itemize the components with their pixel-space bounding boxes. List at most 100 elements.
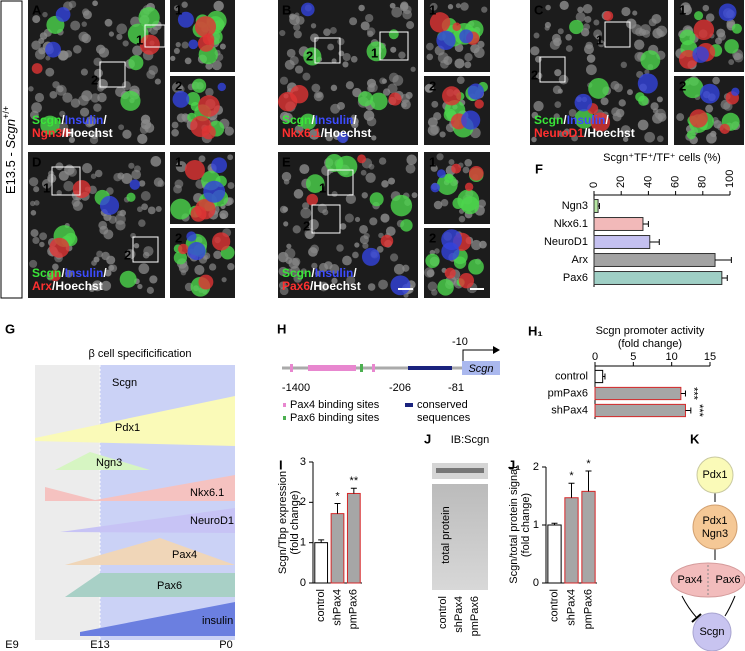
cell: [191, 78, 207, 93]
nucleus: [98, 47, 110, 58]
cell: [55, 7, 71, 22]
nucleus: [558, 74, 569, 85]
cell: [388, 29, 399, 40]
stain-label: Ngn3/Hoechst: [32, 126, 113, 140]
nucleus: [585, 64, 597, 76]
nucleus: [360, 169, 367, 176]
nucleus: [342, 61, 349, 68]
cell: [468, 165, 484, 181]
nucleus: [732, 52, 741, 61]
stain: /: [311, 266, 315, 280]
cell: [173, 251, 188, 265]
nucleus: [149, 275, 158, 284]
nucleus: [97, 92, 107, 103]
nucleus: [294, 65, 304, 74]
nucleus: [559, 0, 569, 10]
nucleus: [460, 2, 469, 11]
panel-letter: B: [282, 2, 291, 17]
error-bar: [350, 487, 357, 494]
cell: [190, 115, 212, 137]
nucleus: [380, 213, 390, 223]
nucleus: [52, 263, 59, 271]
nucleus: [644, 69, 650, 75]
nucleus: [401, 102, 407, 108]
nucleus: [31, 40, 41, 50]
bar: [593, 235, 651, 249]
gene-label: Scgn: [468, 363, 493, 375]
gene-label: Pax4: [172, 549, 197, 561]
gene: Scgn: [3, 119, 18, 149]
cell: [451, 163, 462, 174]
nucleus: [29, 177, 39, 187]
nucleus: [137, 206, 143, 213]
cell: [588, 78, 610, 99]
nucleus: [595, 34, 601, 40]
cell: [72, 180, 91, 199]
arrowhead: [493, 346, 500, 354]
nucleus: [55, 162, 64, 171]
cell: [45, 41, 61, 58]
cell: [574, 93, 593, 112]
nucleus: [121, 81, 131, 91]
nucleus: [464, 61, 472, 69]
nucleus: [600, 97, 609, 106]
cell: [474, 99, 484, 109]
cell: [197, 35, 215, 52]
nucleus: [554, 101, 562, 108]
y-axis-label: Scgn/Tbp expression: [277, 471, 289, 574]
significance: ***: [688, 387, 700, 401]
stain: /: [563, 113, 567, 127]
nucleus: [138, 219, 146, 227]
nucleus: [146, 286, 154, 294]
nucleus: [133, 242, 140, 249]
gene-label: NeuroD1: [190, 515, 234, 527]
nucleus: [447, 4, 454, 10]
nucleus: [282, 112, 293, 123]
cell: [390, 194, 413, 217]
nucleus: [530, 46, 540, 56]
cell: [461, 110, 481, 130]
nucleus: [300, 207, 312, 219]
cell: [198, 274, 214, 290]
roi-box: [311, 204, 341, 234]
nucleus: [376, 246, 384, 253]
nucleus: [147, 206, 156, 215]
nucleus: [92, 0, 98, 7]
category-label: pmPax6: [548, 387, 588, 399]
nucleus: [327, 43, 335, 51]
cell: [457, 189, 480, 212]
error-bar: [568, 482, 575, 498]
nucleus: [367, 84, 375, 93]
category-label: control: [315, 589, 327, 622]
nucleus: [336, 244, 344, 252]
stain-label: Scgn/Insulin/: [282, 266, 357, 280]
panel-letter: A: [32, 2, 42, 17]
cell: [357, 154, 367, 164]
nucleus: [349, 17, 358, 26]
panel-letter: H₁: [528, 323, 543, 338]
stage-label: E9: [5, 639, 18, 651]
nucleus: [34, 92, 45, 103]
nucleus: [148, 65, 159, 75]
nucleus: [318, 281, 329, 292]
stain: /Hoechst: [584, 126, 635, 140]
bar: [330, 513, 345, 584]
category-label: Nkx6.1: [554, 218, 588, 230]
nucleus: [154, 78, 161, 85]
nucleus: [171, 121, 179, 129]
bar: [564, 497, 579, 584]
category-label: Arx: [572, 254, 589, 266]
nucleus: [565, 34, 572, 41]
stain-label: Pax6/Hoechst: [282, 279, 361, 293]
tss-label: -10: [452, 336, 468, 348]
nucleus: [378, 279, 389, 290]
inset-label: 2: [175, 230, 182, 245]
cell: [590, 112, 611, 132]
nucleus: [611, 107, 620, 117]
node-label: Ngn3: [702, 528, 728, 540]
cell: [188, 39, 199, 50]
inset-label: 1: [429, 2, 436, 17]
nucleus: [456, 76, 465, 84]
inset-label: 1: [175, 2, 182, 17]
